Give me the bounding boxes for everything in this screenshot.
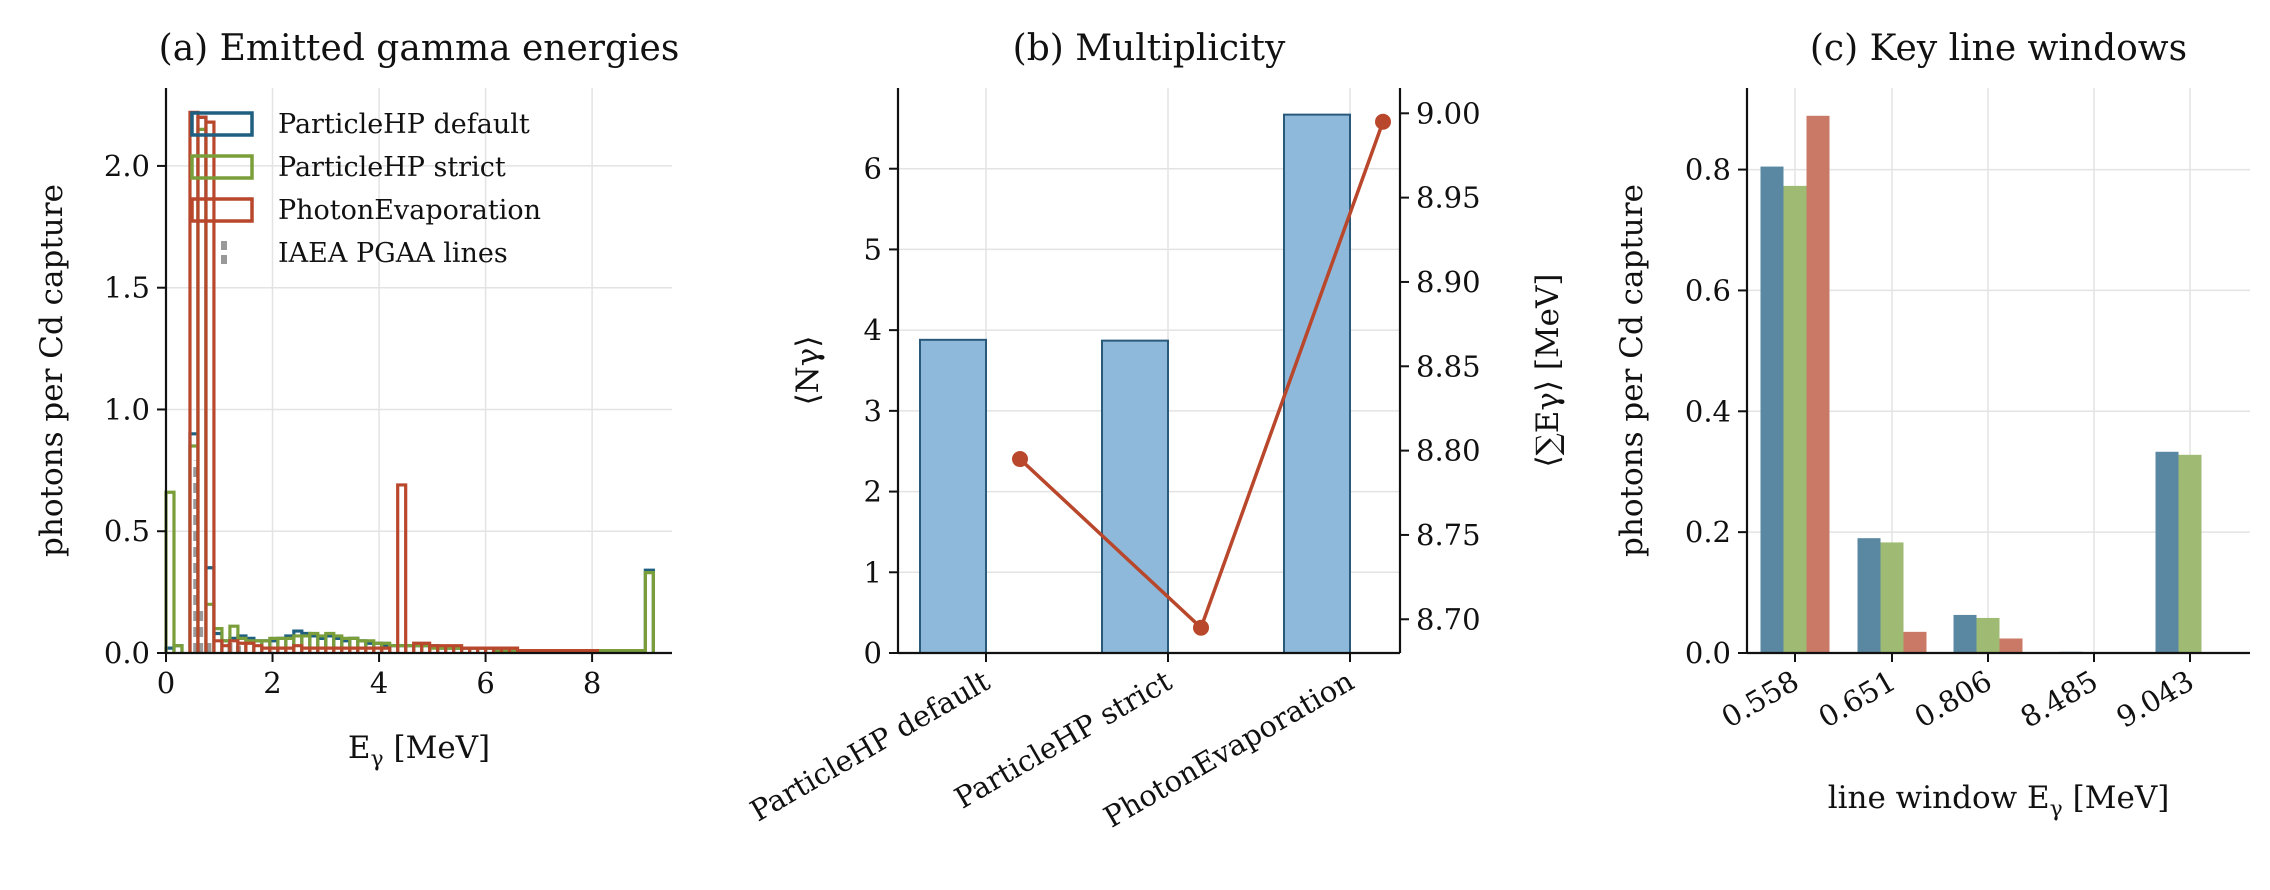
a-legend-swatch-1 bbox=[190, 154, 254, 180]
c-bar-s2-c2 bbox=[1999, 638, 2023, 653]
c-xtick-label-1: 0.651 bbox=[1813, 664, 1902, 735]
b-bar-2 bbox=[1283, 113, 1351, 654]
b-ytick-label-right-1: 8.75 bbox=[1416, 518, 1481, 552]
c-bar-s1-c2 bbox=[1976, 617, 2000, 653]
c-xlabel: line window Eγ [MeV] bbox=[1828, 780, 2170, 822]
b-ytick-label-left-1: 1 bbox=[864, 555, 882, 589]
a-legend-label-0: ParticleHP default bbox=[278, 109, 530, 140]
b-ylabel-left: ⟨Nγ⟩ bbox=[790, 336, 826, 406]
b-ytick-label-right-5: 8.95 bbox=[1416, 181, 1481, 215]
c-ytick-label-3: 0.6 bbox=[1685, 273, 1731, 307]
a-xlabel: Eγ [MeV] bbox=[348, 730, 490, 772]
b-ytick-label-left-0: 0 bbox=[864, 636, 882, 670]
c-xtick-label-2: 0.806 bbox=[1909, 664, 1998, 735]
c-bar-s2-c0 bbox=[1806, 115, 1830, 653]
c-ytick-label-4: 0.8 bbox=[1685, 153, 1731, 187]
c-ytick-label-2: 0.4 bbox=[1685, 394, 1731, 428]
b-line-point-1 bbox=[1193, 619, 1209, 636]
b-ytick-label-right-2: 8.80 bbox=[1416, 434, 1481, 468]
a-legend-label-2: PhotonEvaporation bbox=[278, 195, 541, 226]
c-xtick-label-4: 9.043 bbox=[2111, 664, 2200, 735]
b-ytick-label-right-0: 8.70 bbox=[1416, 602, 1481, 636]
c-ytick-label-0: 0.0 bbox=[1685, 636, 1731, 670]
a-ylabel: photons per Cd capture bbox=[34, 184, 70, 557]
b-ylabel-right: ⟨∑Eγ⟩ [MeV] bbox=[1530, 274, 1566, 468]
a-legend-label-1: ParticleHP strict bbox=[278, 152, 506, 183]
b-line-point-2 bbox=[1375, 113, 1391, 130]
c-ytick-label-1: 0.2 bbox=[1685, 515, 1731, 549]
b-title: (b) Multiplicity bbox=[1013, 28, 1286, 69]
a-xtick-label-0: 0 bbox=[157, 666, 175, 700]
b-ytick-label-right-6: 9.00 bbox=[1416, 96, 1481, 130]
a-series-2 bbox=[188, 110, 600, 653]
a-legend-label-3: IAEA PGAA lines bbox=[278, 238, 508, 269]
a-ytick-label-1: 0.5 bbox=[104, 514, 150, 548]
a-ytick-label-4: 2.0 bbox=[104, 149, 150, 183]
c-bar-s0-c2 bbox=[1953, 614, 1977, 653]
panel-c-line-windows: 0.0 0.2 0.4 0.6 0.8 0.558 0.651 0.806 8.485 9.043… bbox=[1614, 28, 2250, 822]
c-bar-s0-c1 bbox=[1857, 538, 1881, 653]
panel-b-multiplicity: 01234568.708.758.808.858.908.959.00Parti… bbox=[744, 28, 1566, 834]
c-xtick-label-0: 0.558 bbox=[1716, 664, 1805, 735]
a-ytick-label-0: 0.0 bbox=[104, 636, 150, 670]
a-legend-swatch-2 bbox=[190, 197, 254, 223]
a-xtick-label-2: 4 bbox=[370, 666, 388, 700]
a-xtick-label-3: 6 bbox=[476, 666, 494, 700]
a-legend-swatch-0 bbox=[190, 111, 254, 137]
panel-a-histogram: 0 2 4 6 8 0.0 0.5 1.0 1.5 2.0 (a) Emitted gamma en… bbox=[34, 28, 679, 772]
b-ytick-label-left-5: 5 bbox=[864, 232, 882, 266]
c-bar-s0-c0 bbox=[1760, 166, 1784, 653]
a-title: (a) Emitted gamma energies bbox=[159, 28, 680, 69]
c-title: (c) Key line windows bbox=[1810, 28, 2187, 69]
b-ytick-label-left-4: 4 bbox=[864, 313, 882, 347]
b-ytick-label-left-2: 2 bbox=[864, 475, 882, 509]
c-xtick-label-3: 8.485 bbox=[2015, 664, 2104, 735]
b-ytick-label-right-3: 8.85 bbox=[1416, 349, 1481, 383]
a-xtick-label-1: 2 bbox=[263, 666, 281, 700]
b-line-point-0 bbox=[1012, 451, 1028, 468]
b-ytick-label-right-4: 8.90 bbox=[1416, 265, 1481, 299]
c-bar-s1-c1 bbox=[1880, 542, 1904, 653]
c-bar-s1-c4 bbox=[2178, 454, 2202, 653]
c-ylabel: photons per Cd capture bbox=[1614, 184, 1650, 557]
a-ytick-label-2: 1.0 bbox=[104, 392, 150, 426]
a-ytick-label-3: 1.5 bbox=[104, 271, 150, 305]
b-bar-0 bbox=[919, 338, 987, 654]
b-ytick-label-left-6: 6 bbox=[864, 152, 882, 186]
b-ytick-label-left-3: 3 bbox=[864, 394, 882, 428]
c-bar-s2-c1 bbox=[1903, 631, 1927, 653]
a-xtick-label-4: 8 bbox=[583, 666, 601, 700]
c-bar-s0-c4 bbox=[2155, 451, 2179, 653]
c-bar-s1-c0 bbox=[1783, 185, 1807, 653]
b-bar-1 bbox=[1101, 339, 1169, 654]
